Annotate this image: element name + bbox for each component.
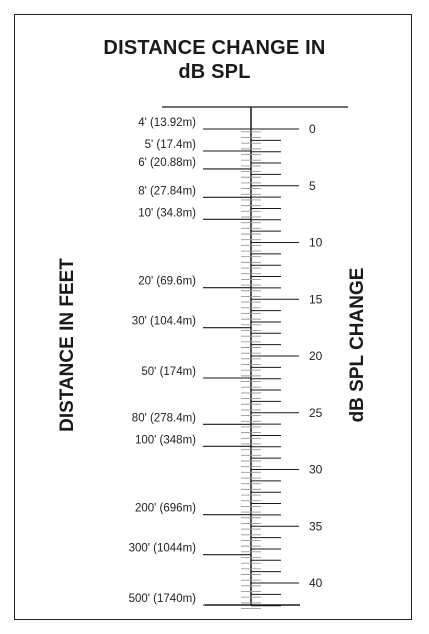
db-tick-label: 30 <box>309 463 323 477</box>
title-line-2: dB SPL <box>178 61 251 83</box>
distance-label: 500' (1740m) <box>129 593 197 605</box>
distance-label: 100' (348m) <box>135 434 196 446</box>
distance-label: 20' (69.6m) <box>138 276 196 288</box>
distance-label: 5' (17.4m) <box>145 139 197 151</box>
db-tick-label: 10 <box>309 236 323 250</box>
distance-scale: 4' (13.92m) 5' (17.4m) 6' (20.88m) 8' (27.8… <box>129 117 251 606</box>
db-tick-label: 5 <box>309 179 316 193</box>
figure-frame <box>14 14 412 620</box>
db-tick-label: 35 <box>309 519 323 533</box>
db-scale: 0 5 10 15 20 25 30 35 40 <box>251 122 323 590</box>
left-axis-title: DISTANCE IN FEET <box>57 258 78 432</box>
distance-label: 6' (20.88m) <box>138 157 196 169</box>
title-line-1: DISTANCE CHANGE IN <box>103 37 326 59</box>
distance-label: 200' (696m) <box>135 503 196 515</box>
distance-label: 4' (13.92m) <box>138 117 196 129</box>
db-tick-label: 20 <box>309 349 323 363</box>
distance-label: 300' (1044m) <box>129 543 197 555</box>
figure-title: DISTANCE CHANGE IN dB SPL <box>0 36 429 84</box>
db-tick-label: 40 <box>309 576 323 590</box>
db-tick-label: 15 <box>309 292 323 306</box>
db-tick-label: 25 <box>309 406 323 420</box>
distance-label: 10' (34.8m) <box>138 207 196 219</box>
db-tick-label: 0 <box>309 122 316 136</box>
distance-label: 50' (174m) <box>141 366 196 378</box>
minor-ticks <box>241 131 281 609</box>
distance-label: 8' (27.84m) <box>138 185 196 197</box>
distance-label: 30' (104.4m) <box>132 316 196 328</box>
distance-label: 80' (278.4m) <box>132 412 196 424</box>
right-axis-title: dB SPL CHANGE <box>347 268 368 423</box>
